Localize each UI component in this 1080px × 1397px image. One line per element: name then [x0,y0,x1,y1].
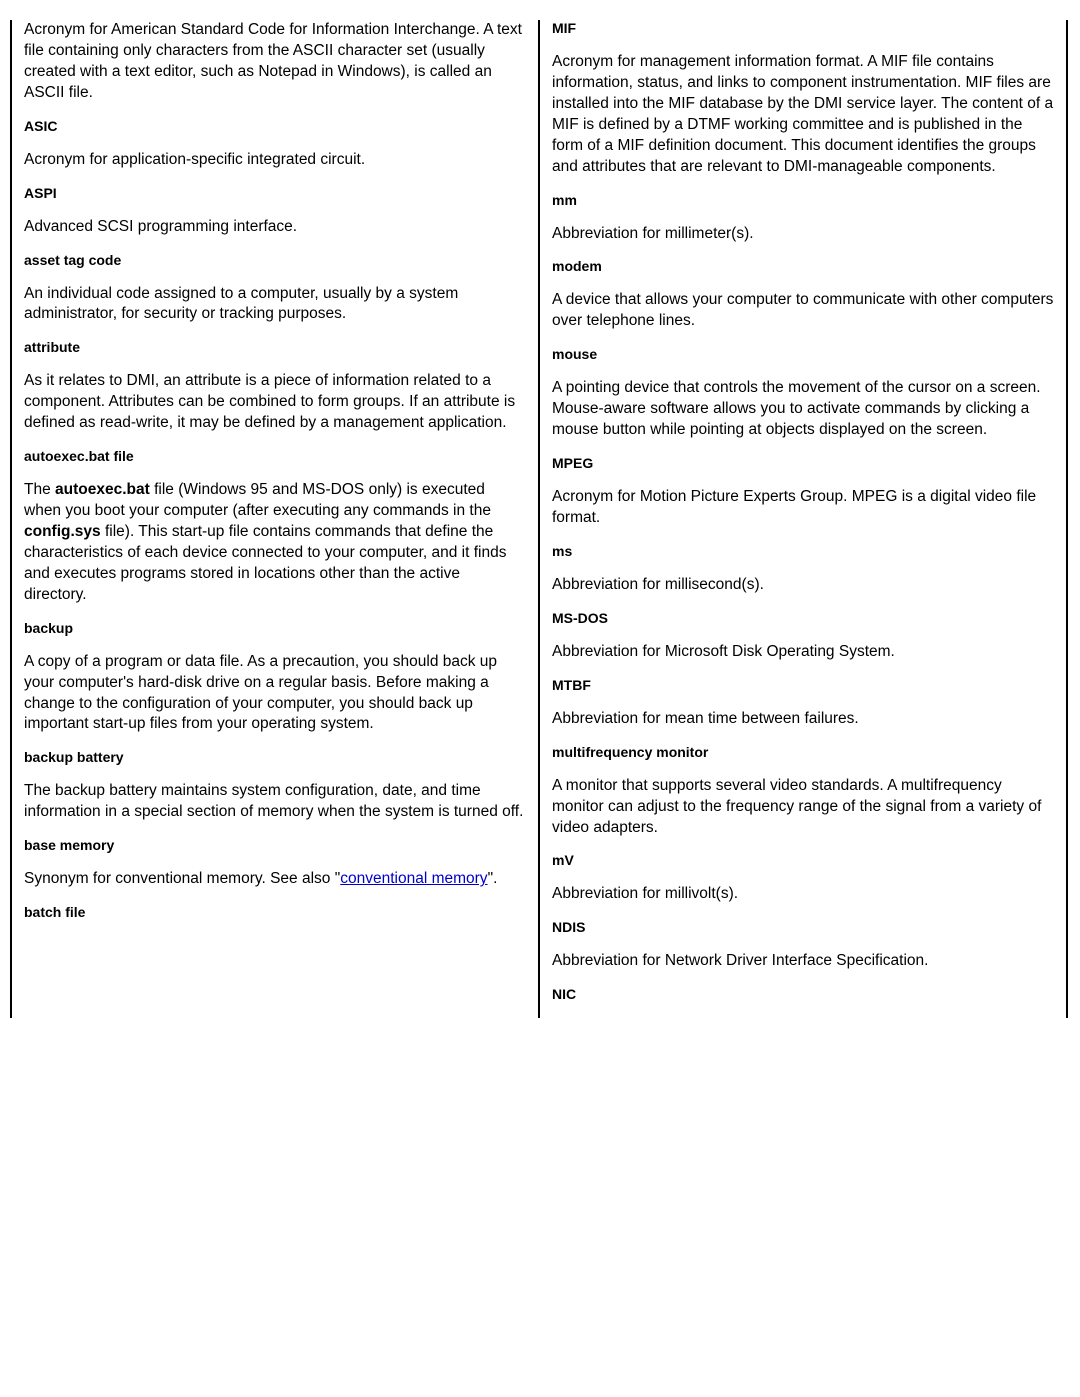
ms-term: ms [552,543,1054,559]
base-memory-definition: Synonym for conventional memory. See als… [24,869,526,890]
ndis-definition: Abbreviation for Network Driver Interfac… [552,951,1054,972]
mv-term: mV [552,852,1054,868]
asset-tag-definition: An individual code assigned to a compute… [24,284,526,326]
base-memory-term: base memory [24,837,526,853]
autoexec-definition: The autoexec.bat file (Windows 95 and MS… [24,480,526,606]
backup-battery-definition: The backup battery maintains system conf… [24,781,526,823]
mtbf-term: MTBF [552,677,1054,693]
asic-definition: Acronym for application-specific integra… [24,150,526,171]
left-column: Acronym for American Standard Code for I… [10,20,540,1018]
msdos-term: MS-DOS [552,610,1054,626]
config-sys-bold: config.sys [24,523,101,540]
asset-tag-term: asset tag code [24,252,526,268]
glossary-page: Acronym for American Standard Code for I… [0,0,1080,1018]
mtbf-definition: Abbreviation for mean time between failu… [552,709,1054,730]
backup-term: backup [24,620,526,636]
batch-file-term: batch file [24,904,526,920]
mif-term: MIF [552,20,1054,36]
ascii-definition: Acronym for American Standard Code for I… [24,20,526,104]
modem-term: modem [552,258,1054,274]
attribute-term: attribute [24,339,526,355]
asic-term: ASIC [24,118,526,134]
backup-battery-term: backup battery [24,749,526,765]
right-column: MIF Acronym for management information f… [538,20,1068,1018]
mm-definition: Abbreviation for millimeter(s). [552,224,1054,245]
mv-definition: Abbreviation for millivolt(s). [552,884,1054,905]
msdos-definition: Abbreviation for Microsoft Disk Operatin… [552,642,1054,663]
mouse-term: mouse [552,346,1054,362]
autoexec-bold: autoexec.bat [55,481,150,498]
modem-definition: A device that allows your computer to co… [552,290,1054,332]
autoexec-text: The [24,481,55,498]
nic-term: NIC [552,986,1054,1002]
mouse-definition: A pointing device that controls the move… [552,378,1054,441]
aspi-definition: Advanced SCSI programming interface. [24,217,526,238]
attribute-definition: As it relates to DMI, an attribute is a … [24,371,526,434]
autoexec-term: autoexec.bat file [24,448,526,464]
base-memory-text: ". [488,870,498,887]
ndis-term: NDIS [552,919,1054,935]
multifrequency-term: multifrequency monitor [552,744,1054,760]
mpeg-definition: Acronym for Motion Picture Experts Group… [552,487,1054,529]
mif-definition: Acronym for management information forma… [552,52,1054,178]
aspi-term: ASPI [24,185,526,201]
base-memory-text: Synonym for conventional memory. See als… [24,870,340,887]
backup-definition: A copy of a program or data file. As a p… [24,652,526,736]
conventional-memory-link[interactable]: conventional memory [340,870,487,887]
mm-term: mm [552,192,1054,208]
multifrequency-definition: A monitor that supports several video st… [552,776,1054,839]
mpeg-term: MPEG [552,455,1054,471]
ms-definition: Abbreviation for millisecond(s). [552,575,1054,596]
